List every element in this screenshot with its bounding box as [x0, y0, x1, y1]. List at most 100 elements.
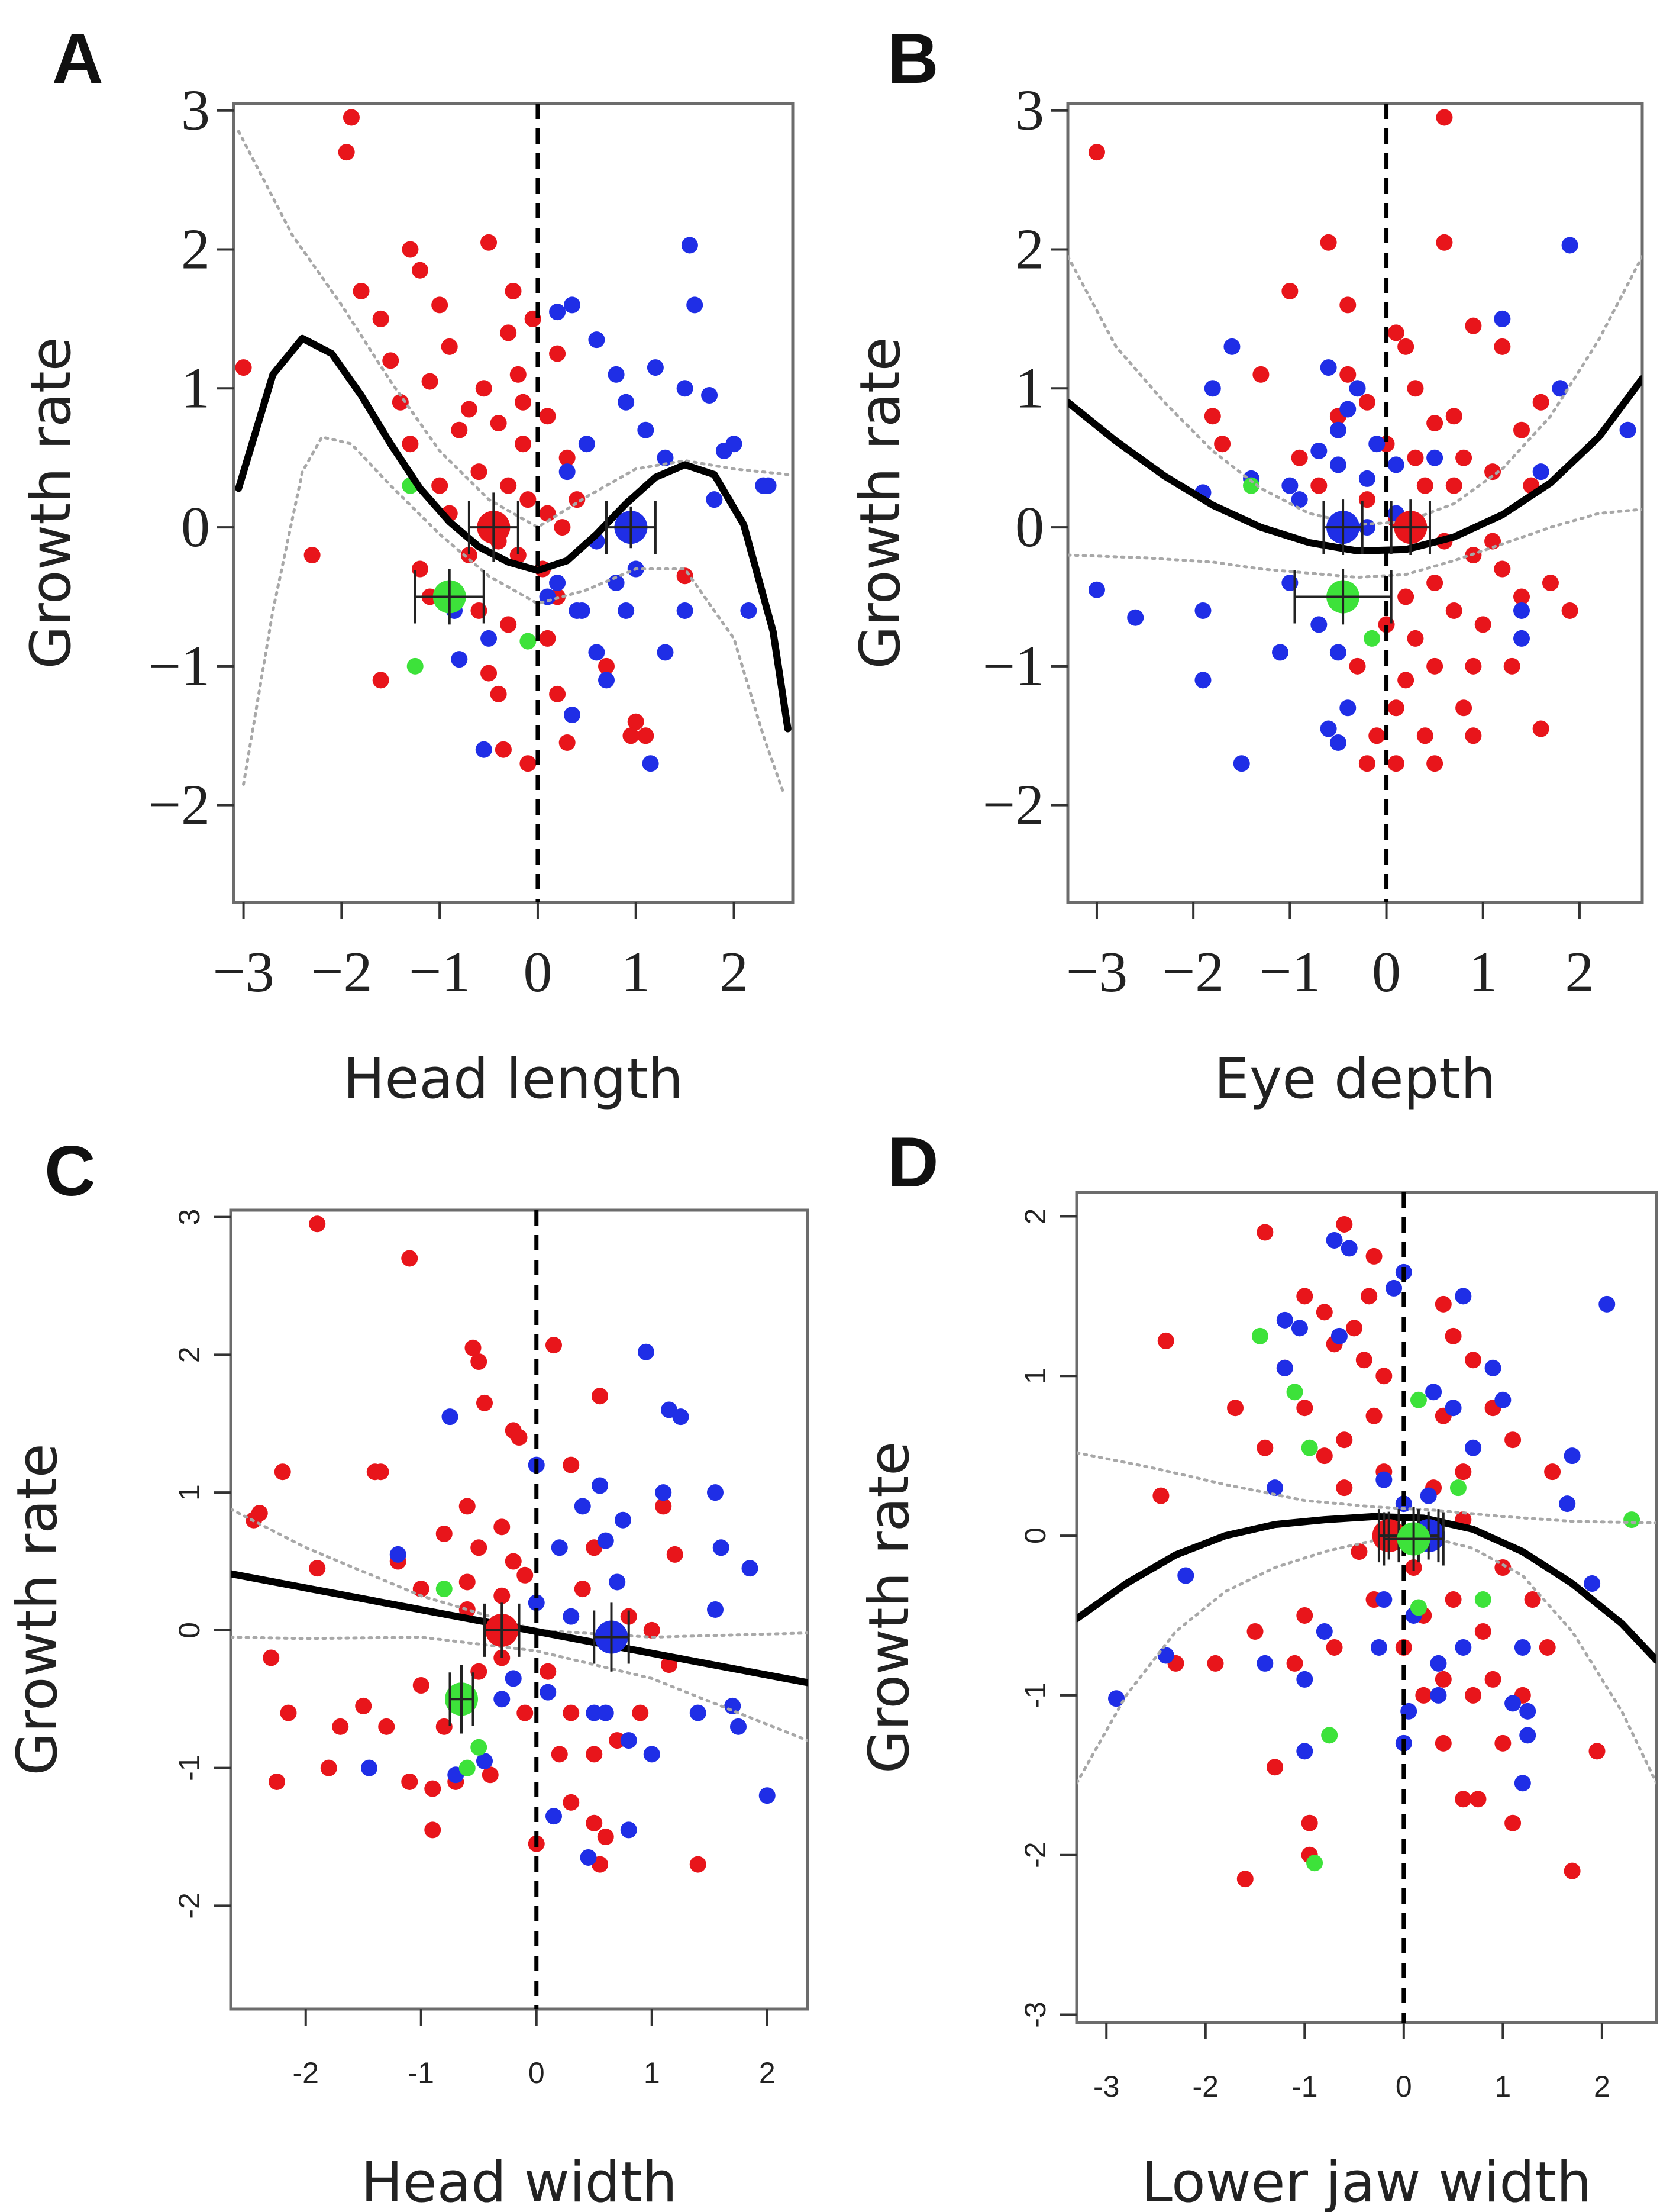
red-point [1445, 602, 1462, 619]
x-tick-label: 1 [1468, 940, 1497, 1004]
panel-label: A [52, 19, 104, 98]
red-point [1465, 657, 1482, 675]
y-tick-label: -1 [173, 1755, 206, 1781]
red-point [1361, 1288, 1378, 1305]
red-point [563, 1704, 580, 1721]
blue-point [1619, 421, 1636, 438]
red-point [332, 1718, 349, 1735]
x-tick-label: 2 [1565, 940, 1594, 1004]
blue-point [1430, 1687, 1447, 1704]
blue-point [480, 630, 498, 647]
red-point [500, 616, 517, 633]
y-tick-label: 0 [1019, 1527, 1052, 1544]
red-point [592, 1388, 608, 1405]
blue-point [1329, 456, 1346, 473]
red-point [1455, 699, 1472, 717]
panel-label: D [887, 1123, 939, 1202]
green-point [1364, 630, 1381, 647]
green-point [1321, 1727, 1338, 1744]
red-group-mean [1390, 499, 1431, 556]
red-point [1310, 477, 1328, 494]
red-point [1426, 575, 1443, 591]
blue-point [1494, 1391, 1512, 1408]
green-point [1410, 1391, 1427, 1408]
fit-curve [1068, 375, 1642, 554]
red-point [1252, 366, 1270, 383]
red-point [372, 310, 389, 327]
blue-point [580, 1849, 597, 1866]
red-point [1513, 588, 1530, 605]
blue-point [598, 672, 615, 689]
red-point [511, 1429, 528, 1446]
blue-point [637, 421, 654, 438]
x-tick-label: -2 [293, 2056, 319, 2090]
red-point [1286, 1655, 1303, 1672]
blue-point [549, 575, 566, 591]
red-point [500, 324, 517, 341]
red-point [1316, 1304, 1333, 1321]
red-point [320, 1759, 337, 1776]
blue-point [1320, 359, 1337, 376]
y-tick-label: 3 [181, 79, 210, 143]
red-point [1387, 324, 1404, 341]
red-point [1336, 1215, 1353, 1233]
panel-B: B −3 −2 −1 0 1 2 −2 −1 0 1 2 3 Eye depth Growth rate [848, 19, 1644, 1111]
red-point [1588, 1743, 1606, 1760]
red-point [353, 282, 370, 299]
blue-point [563, 707, 580, 724]
red-point [402, 436, 419, 453]
plot-area [235, 104, 792, 902]
red-point [1397, 338, 1414, 355]
blue-point [1296, 1671, 1313, 1688]
blue-point [1088, 581, 1105, 598]
x-axis-title: Head length [343, 1047, 683, 1111]
blue-point [493, 1691, 511, 1708]
blue-point [1559, 1495, 1576, 1513]
red-point [539, 630, 556, 647]
red-point [480, 234, 498, 251]
green-point [1623, 1511, 1640, 1529]
fit-curve [1077, 1513, 1656, 1664]
red-point [1564, 1862, 1581, 1879]
blue-point [725, 436, 742, 453]
blue-point [563, 1608, 580, 1625]
y-tick-label: 2 [1019, 1208, 1052, 1225]
y-tick-label: -2 [173, 1892, 206, 1918]
blue-point [1455, 1288, 1472, 1305]
red-point [1436, 234, 1453, 251]
red-point [1494, 560, 1511, 578]
red-point [515, 394, 532, 411]
blue-point [1564, 1447, 1581, 1465]
blue-point [1426, 449, 1443, 466]
red-point [1291, 449, 1308, 466]
blue-point [574, 1498, 591, 1515]
blue-point [1552, 380, 1569, 397]
blue-point [1504, 1695, 1522, 1712]
red-point [458, 1573, 476, 1591]
red-point [1387, 699, 1404, 717]
red-point [1326, 1639, 1343, 1656]
red-point [1416, 727, 1433, 744]
red-point [1455, 1463, 1472, 1481]
blue-point [586, 1704, 603, 1721]
blue-point [740, 602, 757, 619]
blue-point [1358, 470, 1375, 487]
y-tick-label: 0 [181, 495, 210, 559]
blue-point [1281, 477, 1299, 494]
red-point [280, 1704, 297, 1721]
red-point [516, 1566, 534, 1584]
red-point [1296, 1400, 1313, 1417]
red-point [1336, 1479, 1353, 1497]
blue-point [1387, 456, 1404, 473]
green-point [458, 1759, 476, 1776]
red-point [1484, 533, 1501, 550]
red-point [539, 408, 556, 425]
red-point [235, 359, 252, 376]
green-point [1474, 1591, 1491, 1608]
red-point [493, 1518, 511, 1536]
x-tick-label: −2 [1162, 940, 1224, 1004]
y-tick-label: -1 [1019, 1682, 1052, 1708]
y-tick-label: −2 [983, 773, 1044, 837]
panel-label: B [887, 19, 939, 98]
y-tick-label: −1 [148, 634, 210, 698]
